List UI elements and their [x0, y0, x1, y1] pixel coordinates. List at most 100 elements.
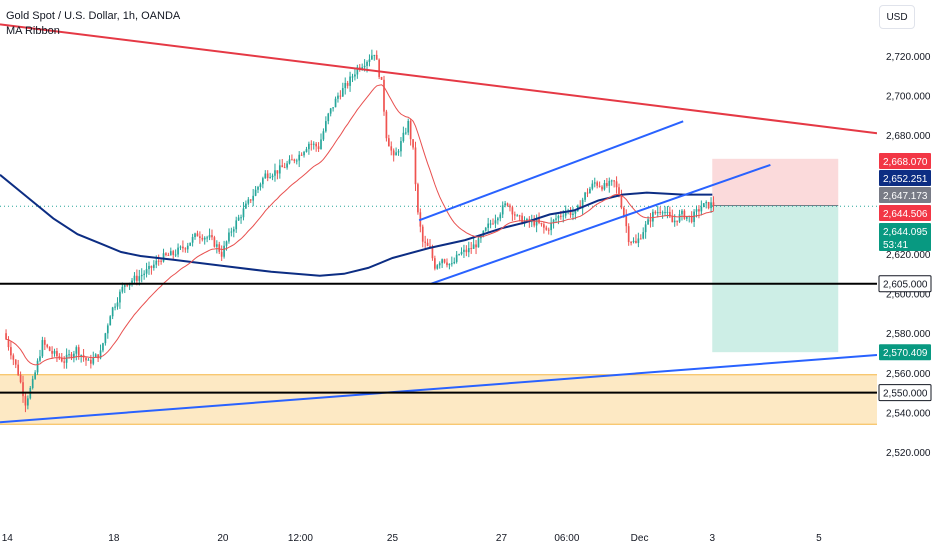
time-tick-label: 12:00 — [288, 533, 313, 544]
candle — [712, 196, 715, 211]
candle-body — [119, 291, 121, 303]
candle-body — [598, 185, 601, 187]
candle — [659, 206, 662, 216]
candle — [371, 49, 373, 61]
candle-body — [392, 150, 395, 156]
candle-body — [656, 212, 659, 214]
candle — [85, 356, 87, 366]
candle — [215, 240, 218, 254]
candle — [109, 315, 112, 326]
candle — [41, 336, 44, 358]
candle-body — [140, 274, 143, 277]
candle-body — [184, 248, 187, 250]
candle-body — [664, 212, 666, 214]
candle-body — [465, 249, 468, 253]
candle-body — [666, 211, 669, 213]
candle-body — [182, 246, 184, 249]
candle-body — [121, 286, 124, 292]
candle-body — [371, 55, 373, 60]
candle-body — [245, 203, 247, 209]
candle-body — [366, 61, 368, 66]
candle — [77, 344, 80, 360]
candle-body — [361, 67, 364, 70]
candle-body — [584, 192, 586, 200]
candle-body — [472, 244, 475, 249]
time-axis[interactable]: 14 18 20 12:00 25 27 06:00 Dec 3 5 — [2, 533, 822, 544]
candle-body — [169, 251, 172, 256]
candle-body — [43, 340, 46, 345]
candle — [465, 245, 468, 257]
candle-body — [80, 355, 83, 357]
candle — [327, 112, 330, 125]
candle-body — [109, 316, 112, 326]
candle-body — [712, 202, 715, 206]
candle-body — [414, 147, 417, 185]
candle — [182, 240, 184, 253]
candle — [70, 351, 73, 361]
candle — [472, 237, 475, 249]
candle — [572, 207, 574, 221]
candle-body — [305, 149, 308, 152]
price-axis[interactable]: 2,720.0002,700.0002,680.0002,640.0002,62… — [877, 0, 932, 550]
candle — [51, 346, 53, 359]
candle-body — [552, 219, 555, 223]
candle — [329, 107, 332, 117]
candle — [310, 140, 313, 151]
candle — [341, 82, 344, 98]
candle — [404, 127, 407, 135]
candle-body — [53, 350, 56, 354]
candle-body — [380, 76, 383, 80]
candle — [397, 149, 400, 156]
candle — [458, 253, 460, 256]
candle-body — [446, 262, 448, 266]
candle — [179, 245, 182, 250]
candle — [235, 216, 238, 233]
indicator-label[interactable]: MA Ribbon — [6, 25, 60, 37]
candle-body — [218, 244, 221, 252]
candle-body — [378, 59, 380, 77]
candle — [36, 358, 39, 375]
candle-body — [162, 253, 165, 262]
candle — [513, 211, 516, 221]
candle-body — [603, 183, 606, 190]
candle-body — [685, 216, 688, 219]
candle — [254, 185, 257, 197]
candle-body — [339, 95, 342, 97]
candle-body — [642, 232, 645, 239]
candle-body — [676, 220, 678, 222]
candle-body — [65, 354, 68, 363]
candle-body — [186, 245, 189, 250]
candle-body — [271, 175, 274, 178]
candle — [608, 177, 611, 193]
candle — [375, 50, 378, 60]
candle-body — [695, 209, 698, 212]
candle — [698, 205, 700, 219]
candle — [247, 197, 250, 206]
candle-body — [545, 227, 548, 230]
candle-body — [506, 203, 509, 206]
candle-body — [509, 205, 511, 208]
time-tick-label: Dec — [631, 533, 649, 544]
candle-body — [70, 354, 73, 358]
currency-button[interactable]: USD — [879, 5, 915, 29]
candle-body — [586, 192, 589, 194]
candle-body — [165, 253, 167, 255]
candle — [31, 375, 34, 390]
candle — [383, 75, 385, 116]
candle-body — [262, 178, 264, 185]
candle-body — [94, 354, 97, 358]
candle — [24, 393, 27, 413]
candle-body — [635, 240, 637, 243]
candle-body — [329, 108, 332, 114]
candle — [603, 179, 606, 191]
candle-body — [346, 82, 349, 86]
candle — [211, 229, 213, 241]
candle — [569, 207, 572, 218]
candle-body — [526, 218, 528, 221]
price-badge-label: 2,644.506 — [883, 209, 928, 220]
candle-body — [295, 160, 298, 162]
candle-body — [322, 131, 325, 140]
candle-body — [533, 220, 536, 226]
symbol-title[interactable]: Gold Spot / U.S. Dollar, 1h, OANDA — [6, 10, 181, 22]
